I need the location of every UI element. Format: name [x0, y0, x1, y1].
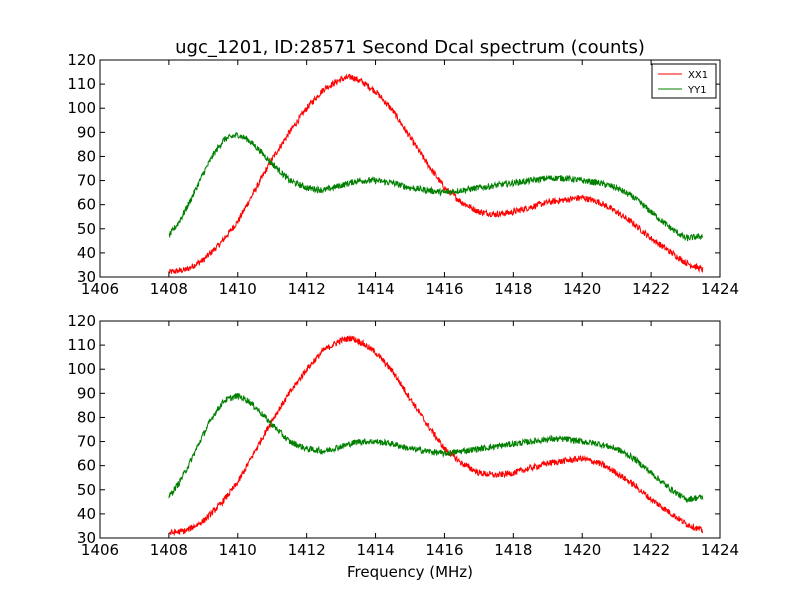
- x-tick-label: 1414: [356, 541, 394, 559]
- x-tick-label: 1412: [288, 280, 326, 298]
- bottom-plot: 1406 1408 1410 1412 1414 1416 1418 1420 1422 1424…: [67, 312, 739, 559]
- x-tick-label: 1422: [632, 541, 670, 559]
- series-line-1: [168, 393, 704, 504]
- y-tick-label: 110: [67, 336, 96, 354]
- x-tick-label: 1424: [701, 541, 739, 559]
- y-tick-label: 60: [77, 196, 96, 214]
- y-tick-label: 100: [67, 360, 96, 378]
- legend-label-xx1: XX1: [688, 70, 708, 81]
- series-line-0: [168, 335, 704, 536]
- y-tick-label: 80: [77, 147, 96, 165]
- y-tick-label: 120: [67, 51, 96, 69]
- y-tick-label: 40: [77, 505, 96, 523]
- plot-frame: [99, 59, 721, 278]
- y-tick-label: 90: [77, 123, 96, 141]
- series-yy1-line: [168, 131, 704, 242]
- x-tick-label: 1412: [288, 541, 326, 559]
- x-tick-label: 1418: [494, 541, 532, 559]
- y-tick-label: 30: [77, 529, 96, 547]
- x-tick-label: 1406: [81, 541, 119, 559]
- y-tick-label: 90: [77, 384, 96, 402]
- legend-box: [651, 63, 717, 99]
- x-tick-label: 1424: [701, 280, 739, 298]
- top-plot: 1406 1408 1410 1412 1414 1416 1418 1420 1422 1424…: [67, 51, 739, 298]
- x-axis-label: Frequency (MHz): [347, 563, 473, 581]
- x-tick-label: 1414: [356, 280, 394, 298]
- x-tick-label: 1406: [81, 280, 119, 298]
- x-tick-label: 1410: [219, 541, 257, 559]
- x-tick-label: 1416: [425, 280, 463, 298]
- y-tick-label: 50: [77, 220, 96, 238]
- chart-title: ugc_1201, ID:28571 Second Dcal spectrum …: [175, 37, 645, 58]
- y-tick-label: 40: [77, 244, 96, 262]
- y-tick-label: 100: [67, 99, 96, 117]
- legend-label-yy1: YY1: [687, 85, 707, 96]
- y-tick-label: 30: [77, 268, 96, 286]
- x-tick-label: 1420: [563, 541, 601, 559]
- y-tick-label: 60: [77, 457, 96, 475]
- x-tick-label: 1416: [425, 541, 463, 559]
- y-tick-label: 70: [77, 172, 96, 190]
- x-tick-label: 1408: [150, 541, 188, 559]
- x-tick-label: 1408: [150, 280, 188, 298]
- x-tick-label: 1420: [563, 280, 601, 298]
- y-tick-label: 110: [67, 75, 96, 93]
- x-tick-label: 1422: [632, 280, 670, 298]
- x-tick-label: 1418: [494, 280, 532, 298]
- y-tick-label: 70: [77, 433, 96, 451]
- plot-frame: [99, 320, 721, 539]
- y-tick-label: 50: [77, 481, 96, 499]
- y-tick-label: 80: [77, 408, 96, 426]
- series-xx1-line: [168, 73, 704, 274]
- x-tick-label: 1410: [219, 280, 257, 298]
- y-tick-label: 120: [67, 312, 96, 330]
